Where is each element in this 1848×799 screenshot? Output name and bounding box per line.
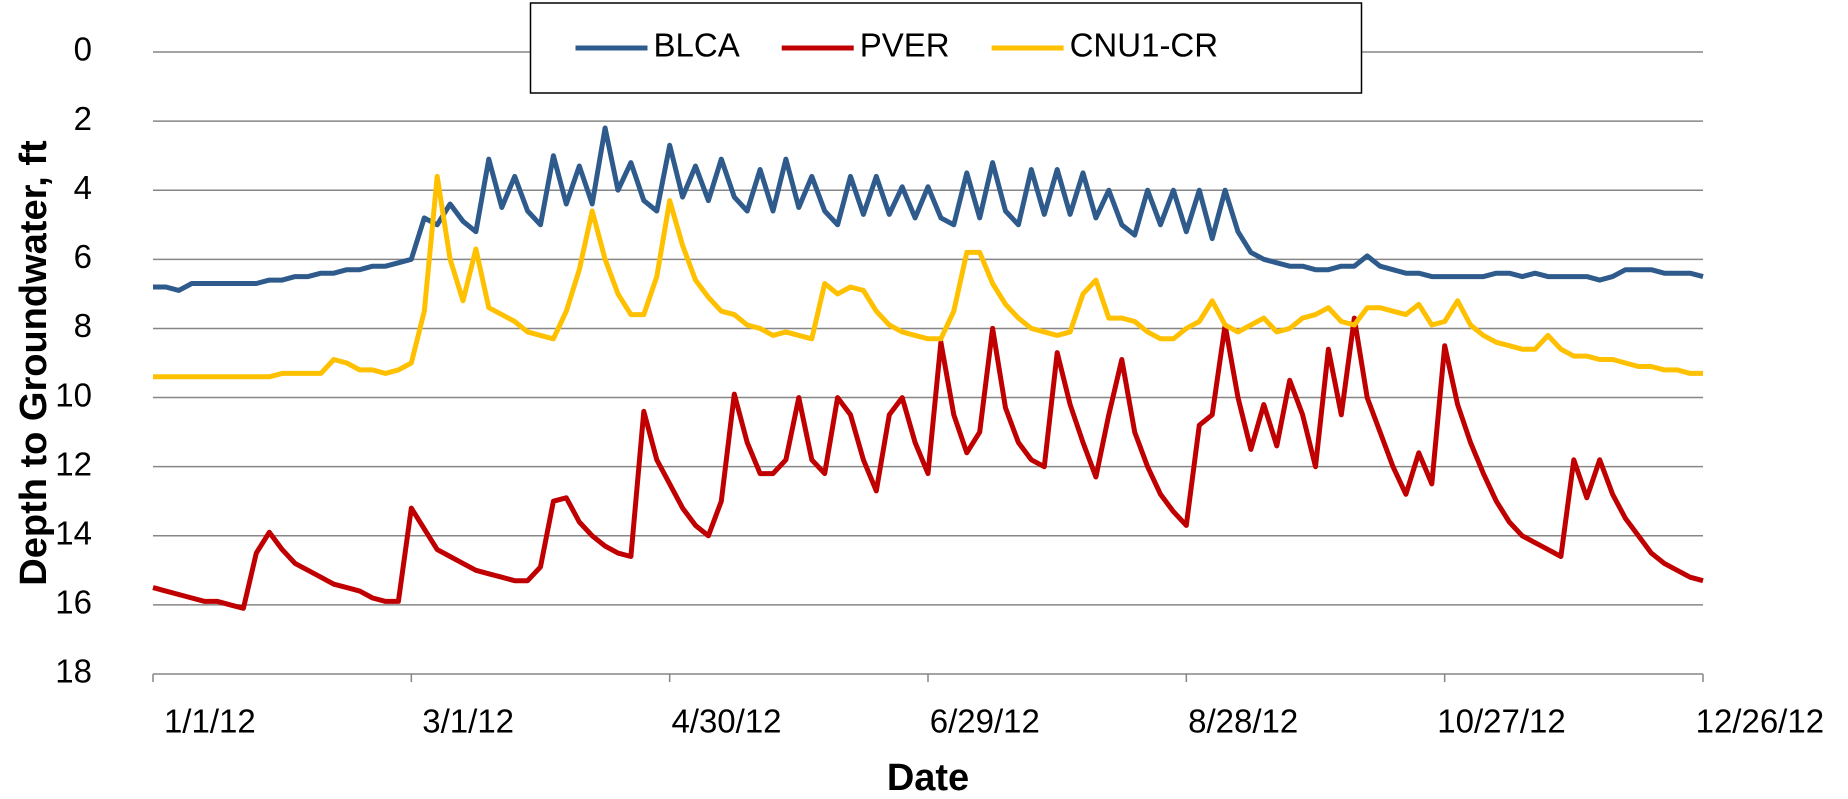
y-tick-label: 4 <box>74 169 92 206</box>
legend-box <box>529 2 1363 94</box>
x-tick-label: 6/29/12 <box>930 703 1040 740</box>
y-tick-label: 2 <box>74 100 92 137</box>
data-line <box>153 125 1704 293</box>
legend: BLCA PVER CNU1-CR <box>529 2 1363 94</box>
x-tick-label: 3/1/12 <box>422 703 514 740</box>
y-tick-label: 10 <box>55 376 92 413</box>
legend-label: BLCA <box>654 27 740 64</box>
data-line <box>152 315 1704 611</box>
y-tick-label: 8 <box>74 307 92 344</box>
y-axis-label: Depth to Groundwater, ft <box>13 140 55 586</box>
x-tick-label: 10/27/12 <box>1437 703 1565 740</box>
y-tick-label: 12 <box>55 445 92 482</box>
y-tick-label: 14 <box>55 514 92 551</box>
y-tick-label: 18 <box>55 653 92 690</box>
x-tick-label: 1/1/12 <box>164 703 256 740</box>
y-tick-label: 6 <box>74 238 92 275</box>
y-tick-label: 0 <box>74 31 92 68</box>
x-tick-label: 8/28/12 <box>1188 703 1298 740</box>
legend-label: PVER <box>860 27 950 64</box>
x-tick-label: 4/30/12 <box>671 703 781 740</box>
data-line <box>153 173 1703 380</box>
x-tick-label: 12/26/12 <box>1696 703 1824 740</box>
legend-label: CNU1-CR <box>1070 27 1219 64</box>
x-axis-label: Date <box>887 757 969 799</box>
y-tick-label: 16 <box>55 584 92 621</box>
